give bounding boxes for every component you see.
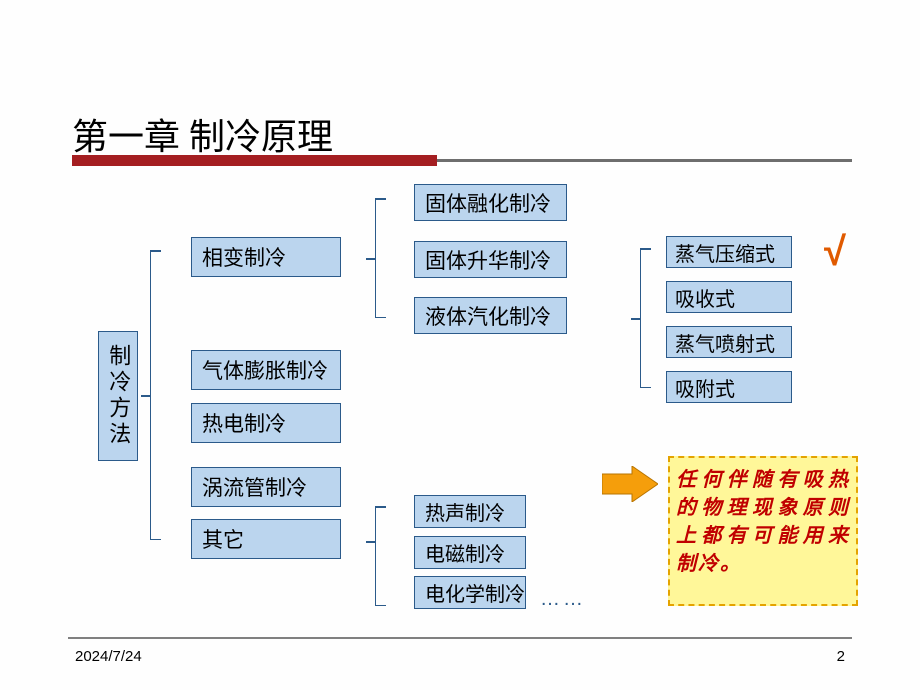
lvl2-label: 涡流管制冷 — [202, 472, 307, 502]
lvl2-box: 热电制冷 — [191, 403, 341, 443]
lvl4-box: 吸附式 — [666, 371, 792, 403]
lvl4-label: 吸附式 — [675, 373, 735, 402]
lvl3-box: 液体汽化制冷 — [414, 297, 567, 334]
slide: 第一章 制冷原理 制冷方法 相变制冷 气体膨胀制冷 热电制冷 涡流管制冷 其它 … — [0, 0, 920, 690]
lvl3-box: 电化学制冷 — [414, 576, 526, 609]
lvl3-label: 固体融化制冷 — [425, 188, 551, 218]
ellipsis: …… — [540, 588, 586, 611]
lvl4-box: 吸收式 — [666, 281, 792, 313]
check-mark-icon: √ — [824, 230, 846, 275]
callout-note: 任何伴随有吸热的物理现象原则上都有可能用来制冷。 — [668, 456, 858, 606]
lvl2-box: 相变制冷 — [191, 237, 341, 277]
lvl2-box: 涡流管制冷 — [191, 467, 341, 507]
lvl2-label: 热电制冷 — [202, 408, 286, 438]
bracket — [375, 198, 376, 318]
lvl3-label: 电化学制冷 — [425, 578, 525, 607]
lvl2-label: 相变制冷 — [202, 242, 286, 272]
lvl3-box: 固体融化制冷 — [414, 184, 567, 221]
footer-page-number: 2 — [837, 648, 845, 665]
lvl3-box: 电磁制冷 — [414, 536, 526, 569]
lvl2-box: 气体膨胀制冷 — [191, 350, 341, 390]
lvl2-box: 其它 — [191, 519, 341, 559]
page-title: 第一章 制冷原理 — [72, 108, 852, 160]
lvl2-label: 其它 — [202, 524, 244, 554]
lvl3-label: 液体汽化制冷 — [425, 301, 551, 331]
lvl3-label: 电磁制冷 — [425, 538, 505, 567]
lvl4-label: 蒸气喷射式 — [675, 328, 775, 357]
bracket — [375, 506, 376, 606]
diagram-root: 制冷方法 — [98, 331, 138, 461]
lvl2-label: 气体膨胀制冷 — [202, 355, 328, 385]
footer-rule — [68, 637, 852, 639]
bracket — [640, 248, 641, 388]
footer-date: 2024/7/24 — [75, 648, 142, 665]
lvl3-label: 固体升华制冷 — [425, 245, 551, 275]
bracket — [150, 250, 151, 540]
title-accent-red — [72, 155, 437, 166]
lvl4-label: 蒸气压缩式 — [675, 238, 775, 267]
lvl3-label: 热声制冷 — [425, 497, 505, 526]
lvl4-label: 吸收式 — [675, 283, 735, 312]
lvl3-box: 固体升华制冷 — [414, 241, 567, 278]
lvl4-box: 蒸气压缩式 — [666, 236, 792, 268]
title-rule-gray — [437, 159, 852, 162]
lvl4-box: 蒸气喷射式 — [666, 326, 792, 358]
lvl3-box: 热声制冷 — [414, 495, 526, 528]
callout-text: 任何伴随有吸热的物理现象原则上都有可能用来制冷。 — [676, 469, 850, 575]
arrow-right-icon — [602, 466, 658, 502]
diagram-root-label: 制冷方法 — [104, 344, 133, 448]
